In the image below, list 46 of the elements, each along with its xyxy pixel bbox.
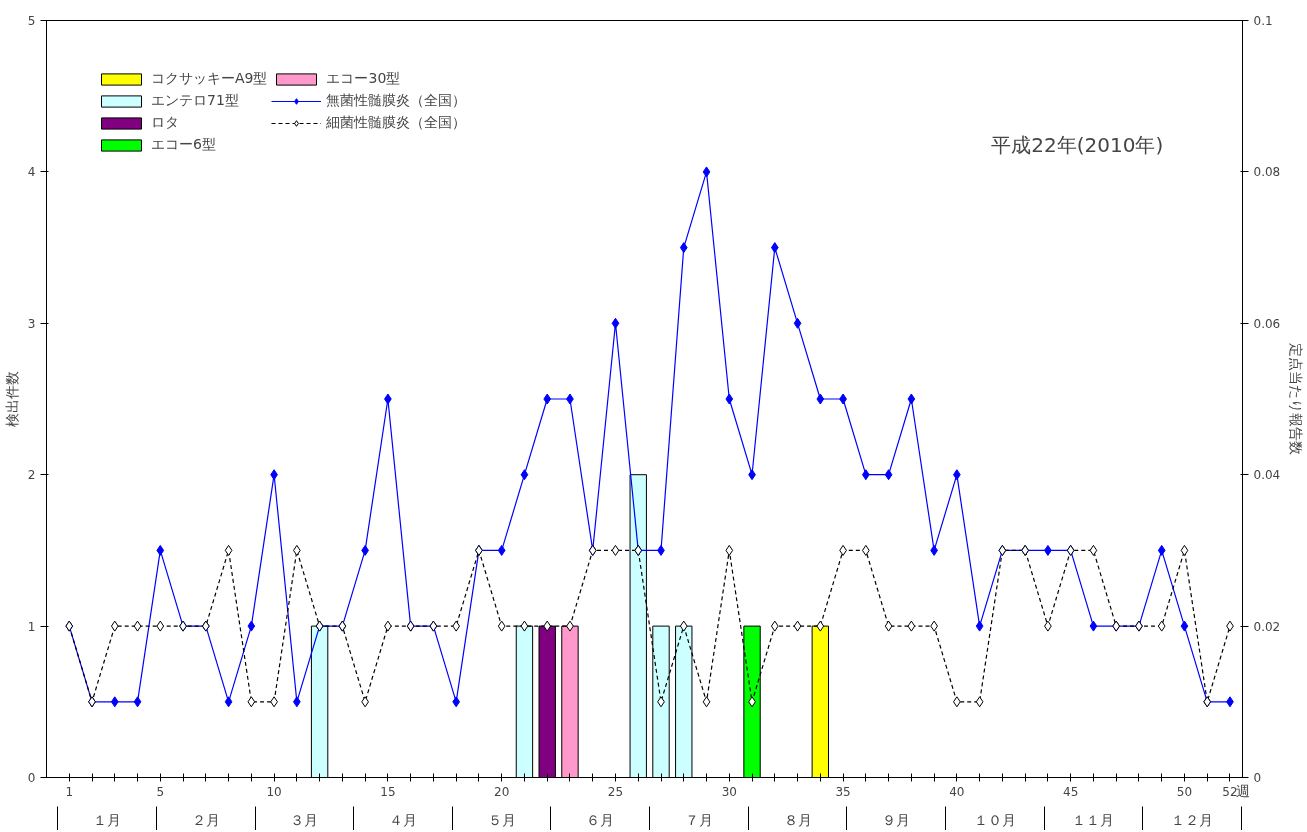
y2-tick-label: 0.02 [1253, 619, 1281, 634]
y2-tick-label: 0.08 [1253, 165, 1281, 180]
y2-tick-label: 0 [1253, 771, 1262, 785]
legend-label: コクサッキーA9型 [151, 70, 268, 88]
text: １２月 [1171, 811, 1214, 828]
y2-tick-label: 0.06 [1253, 316, 1281, 331]
legend-label: 無菌性髄膜炎（全国） [326, 92, 467, 110]
text: ６月 [586, 811, 615, 828]
legend-label: エコー30型 [326, 70, 401, 88]
text: ４月 [389, 811, 418, 828]
x-tick-label: 5 [156, 784, 165, 799]
y-tick-label: 0 [27, 771, 36, 785]
legend-label: ロタ [151, 114, 179, 132]
x-tick-label: 15 [380, 784, 396, 799]
text: １１月 [1072, 811, 1115, 828]
x-tick-label: 50 [1176, 784, 1193, 799]
x-tick-label: 30 [721, 784, 737, 799]
text: ５月 [487, 811, 516, 828]
text: ３月 [290, 811, 319, 828]
y2-axis-title: 定点当たり報告数 [1288, 343, 1305, 455]
text: ９月 [882, 811, 911, 828]
y-tick-label: 3 [27, 316, 36, 331]
x-tick-label: 25 [607, 784, 624, 799]
text: ８月 [783, 811, 812, 828]
legend-label: エコー6型 [151, 136, 216, 154]
x-tick-label: 40 [949, 784, 965, 799]
text: １月 [93, 811, 122, 828]
y-tick-label: 4 [27, 165, 36, 180]
text: １０月 [973, 811, 1016, 828]
text: ７月 [684, 811, 713, 828]
y-tick-label: 5 [27, 14, 36, 28]
y-tick-label: 2 [27, 468, 36, 483]
x-tick-label: 20 [494, 784, 510, 799]
text: ２月 [191, 811, 220, 828]
y2-tick-label: 0.1 [1253, 14, 1273, 28]
y-axis-title: 検出件数 [3, 371, 20, 427]
legend-label: 細菌性髄膜炎（全国） [326, 114, 467, 132]
x-axis-title: 週 [1235, 782, 1250, 799]
x-tick-label: 1 [65, 784, 74, 799]
legend-label: エンテロ71型 [151, 92, 239, 110]
x-tick-label: 35 [835, 784, 851, 799]
text: 平成22年(2010年) [991, 132, 1164, 157]
x-tick-label: 10 [266, 784, 282, 799]
y-tick-label: 1 [27, 619, 36, 634]
y2-tick-label: 0.04 [1253, 468, 1281, 483]
x-tick-label: 45 [1063, 784, 1079, 799]
